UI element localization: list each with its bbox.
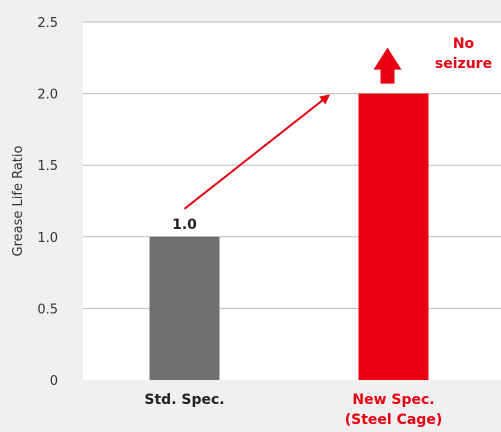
bars (149, 93, 429, 380)
annotation-line: seizure (435, 56, 492, 72)
y-axis-ticks: 0 0.5 1.0 1.5 2.0 2.5 (37, 16, 58, 389)
up-arrow-icon (373, 47, 402, 84)
y-tick-label: 0 (50, 374, 58, 389)
y-axis-title: Grease Life Ratio (11, 145, 26, 256)
no-seizure-annotation: No seizure (435, 36, 492, 72)
x-tick-label: New Spec. (352, 392, 434, 408)
y-tick-label: 1.5 (37, 159, 58, 174)
y-tick-label: 2.0 (37, 88, 58, 103)
y-tick-label: 1.0 (37, 231, 58, 246)
plot-area (83, 22, 501, 380)
increase-arrow (183, 94, 331, 210)
x-tick-label: (Steel Cage) (345, 412, 442, 428)
data-label: 1.0 (172, 217, 197, 233)
bar (149, 236, 220, 380)
y-tick-label: 2.5 (37, 16, 58, 31)
bar (358, 93, 429, 380)
x-axis-labels: Std. Spec. New Spec. (Steel Cage) (144, 392, 442, 428)
x-tick-label: Std. Spec. (144, 392, 224, 408)
annotation-line: No (453, 36, 475, 52)
data-labels: 1.0 (172, 217, 197, 233)
y-tick-label: 0.5 (37, 302, 58, 317)
